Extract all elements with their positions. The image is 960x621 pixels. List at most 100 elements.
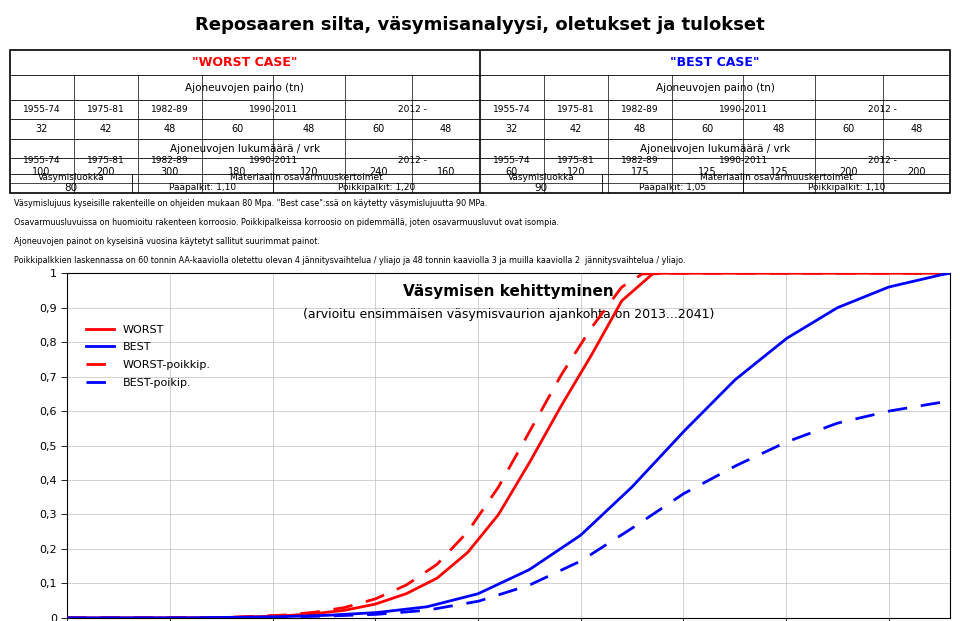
Text: 60: 60: [231, 124, 244, 134]
Text: 1982-89: 1982-89: [151, 156, 188, 165]
BEST: [61, 614, 73, 621]
BEST-poikip.: [289, 613, 300, 620]
WORST: [289, 611, 300, 619]
Text: 48: 48: [302, 124, 315, 134]
BEST: [945, 270, 956, 277]
Text: 1990-2011: 1990-2011: [249, 156, 298, 165]
Text: 1975-81: 1975-81: [557, 105, 595, 114]
Text: Väsymislujuus kyseisille rakenteille on ohjeiden mukaan 80 Mpa. "Best case":ssä : Väsymislujuus kyseisille rakenteille on …: [14, 199, 488, 208]
Text: 1975-81: 1975-81: [86, 156, 125, 165]
Text: (arvioitu ensimmäisen väsymisvaurion ajankohta on 2013...2041): (arvioitu ensimmäisen väsymisvaurion aja…: [303, 307, 714, 320]
Text: 175: 175: [631, 167, 649, 177]
WORST-poikkip.: [658, 270, 669, 277]
Text: 1982-89: 1982-89: [151, 105, 188, 114]
BEST: [461, 593, 472, 601]
Text: 2012 -: 2012 -: [868, 105, 897, 114]
Text: Ajoneuvojen lukumäärä / vrk: Ajoneuvojen lukumäärä / vrk: [170, 143, 320, 153]
Text: Väsymisluokka: Väsymisluokka: [508, 173, 574, 182]
BEST-poikip.: [461, 600, 472, 607]
Line: BEST-poikip.: BEST-poikip.: [67, 401, 950, 618]
Text: Poikkipalkit: 1,10: Poikkipalkit: 1,10: [808, 183, 885, 193]
Text: Materiaalin osavarmuuskertoimet: Materiaalin osavarmuuskertoimet: [700, 173, 852, 182]
Text: 32: 32: [506, 124, 518, 134]
Text: 2012 -: 2012 -: [397, 156, 426, 165]
BEST-poikip.: [218, 614, 229, 621]
Text: "BEST CASE": "BEST CASE": [670, 56, 760, 69]
Text: 2012 -: 2012 -: [397, 105, 426, 114]
Text: 100: 100: [33, 167, 51, 177]
WORST-poikkip.: [218, 614, 229, 621]
Text: 2012 -: 2012 -: [868, 156, 897, 165]
WORST: [582, 358, 593, 365]
WORST: [945, 270, 956, 277]
Text: 32: 32: [36, 124, 48, 134]
Text: Reposaaren silta, väsymisanalyysi, oletukset ja tulokset: Reposaaren silta, väsymisanalyysi, oletu…: [195, 16, 765, 34]
Text: 48: 48: [440, 124, 452, 134]
Text: 60: 60: [506, 167, 518, 177]
BEST: [218, 614, 229, 621]
WORST-poikkip.: [651, 270, 662, 277]
Text: Ajoneuvojen painot on kyseisinä vuosina käytetyt sallitut suurimmat painot.: Ajoneuvojen painot on kyseisinä vuosina …: [14, 237, 321, 246]
Text: Poikkipalkkien laskennassa on 60 tonnin AA-kaaviolla oletettu olevan 4 jännitysv: Poikkipalkkien laskennassa on 60 tonnin …: [14, 256, 685, 265]
Text: 1955-74: 1955-74: [23, 156, 60, 165]
Text: 1975-81: 1975-81: [86, 105, 125, 114]
Text: 120: 120: [566, 167, 586, 177]
Text: 60: 60: [372, 124, 385, 134]
Text: 200: 200: [96, 167, 115, 177]
Text: 1990-2011: 1990-2011: [719, 156, 768, 165]
Text: 42: 42: [100, 124, 111, 134]
Text: 48: 48: [773, 124, 785, 134]
Text: 120: 120: [300, 167, 318, 177]
Text: Ajoneuvojen paino (tn): Ajoneuvojen paino (tn): [656, 83, 775, 93]
WORST: [218, 614, 229, 621]
WORST: [61, 614, 73, 621]
Text: 48: 48: [634, 124, 646, 134]
Text: Materiaalin osavarmuuskertoimet: Materiaalin osavarmuuskertoimet: [229, 173, 382, 182]
Text: 60: 60: [843, 124, 855, 134]
BEST: [289, 612, 300, 620]
Text: Väsymisluokka: Väsymisluokka: [37, 173, 104, 182]
Text: 48: 48: [163, 124, 176, 134]
WORST-poikkip.: [728, 270, 739, 277]
Text: 125: 125: [770, 167, 788, 177]
WORST-poikkip.: [461, 529, 472, 537]
Text: 1982-89: 1982-89: [621, 105, 659, 114]
Text: 1990-2011: 1990-2011: [719, 105, 768, 114]
Text: 160: 160: [437, 167, 455, 177]
WORST: [461, 550, 472, 557]
WORST: [658, 270, 669, 277]
WORST-poikkip.: [945, 270, 956, 277]
WORST-poikkip.: [289, 610, 300, 618]
BEST: [582, 525, 593, 532]
Text: 125: 125: [698, 167, 717, 177]
Text: Pääpalkit: 1,10: Pääpalkit: 1,10: [169, 183, 236, 193]
Text: Poikkipalkit: 1,20: Poikkipalkit: 1,20: [338, 183, 415, 193]
WORST: [728, 270, 739, 277]
WORST-poikkip.: [61, 614, 73, 621]
Text: 48: 48: [910, 124, 923, 134]
Text: 1982-89: 1982-89: [621, 156, 659, 165]
Legend: WORST, BEST, WORST-poikkip., BEST-poikip.: WORST, BEST, WORST-poikkip., BEST-poikip…: [82, 320, 215, 392]
Text: 90: 90: [535, 183, 548, 193]
Text: 80: 80: [64, 183, 78, 193]
Text: 300: 300: [160, 167, 179, 177]
Text: Osavarmuusluvuissa on huomioitu rakenteen korroosio. Poikkipalkeissa korroosio o: Osavarmuusluvuissa on huomioitu rakentee…: [14, 219, 560, 227]
BEST: [727, 379, 738, 386]
Text: 240: 240: [370, 167, 388, 177]
BEST: [651, 456, 662, 464]
Text: 1990-2011: 1990-2011: [249, 105, 298, 114]
Text: 200: 200: [907, 167, 925, 177]
Text: 1955-74: 1955-74: [493, 156, 531, 165]
BEST-poikip.: [945, 397, 956, 404]
Text: Ajoneuvojen lukumäärä / vrk: Ajoneuvojen lukumäärä / vrk: [640, 143, 790, 153]
Text: 200: 200: [840, 167, 858, 177]
Line: BEST: BEST: [67, 273, 950, 618]
Text: 42: 42: [570, 124, 582, 134]
BEST-poikip.: [61, 614, 73, 621]
Text: Pääpalkit: 1,05: Pääpalkit: 1,05: [639, 183, 707, 193]
Text: Väsymisen kehittyminen: Väsymisen kehittyminen: [403, 284, 614, 299]
BEST-poikip.: [651, 508, 662, 515]
Line: WORST: WORST: [67, 273, 950, 618]
Text: Ajoneuvojen paino (tn): Ajoneuvojen paino (tn): [185, 83, 304, 93]
Text: 1955-74: 1955-74: [23, 105, 60, 114]
